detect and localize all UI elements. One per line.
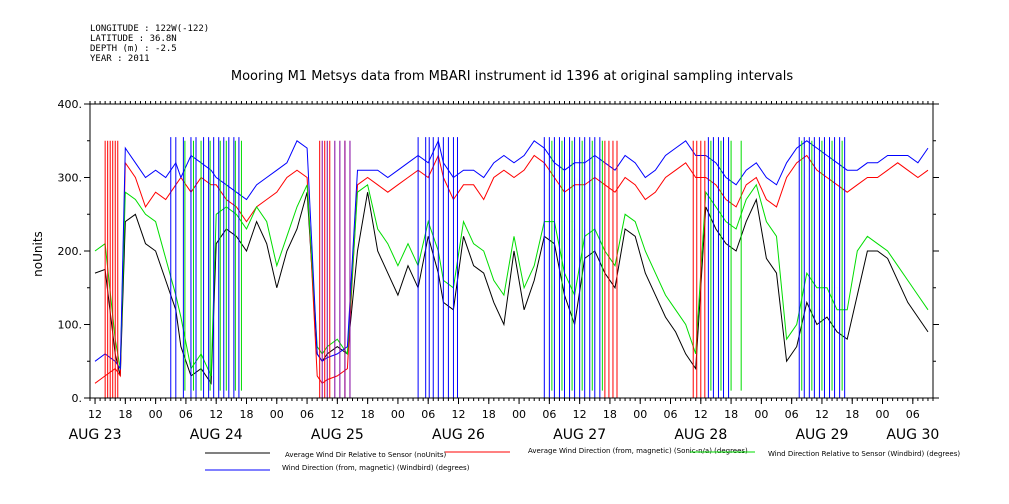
x-tick-label: 06: [421, 408, 435, 421]
x-tick-label: 00: [149, 408, 163, 421]
x-tick-label: 12: [330, 408, 344, 421]
x-tick-label: 00: [754, 408, 768, 421]
legend: Average Wind Dir Relative to Sensor (noU…: [205, 447, 960, 472]
x-tick-label: 12: [573, 408, 587, 421]
x-tick-label: 06: [906, 408, 920, 421]
legend-label-4: Wind Direction (from, magnetic) (Windbir…: [282, 464, 470, 472]
x-tick-label: 06: [300, 408, 314, 421]
year-text: YEAR : 2011: [90, 54, 150, 64]
x-tick-label: 18: [118, 408, 132, 421]
x-tick-label: 18: [482, 408, 496, 421]
x-tick-label: 18: [361, 408, 375, 421]
series-line-1: [94, 192, 929, 385]
x-tick-label: 18: [603, 408, 617, 421]
y-tick-label: 0.: [72, 392, 83, 405]
longitude-text: LONGITUDE : 122W(-122): [90, 24, 209, 34]
x-day-label: AUG 23: [69, 427, 122, 443]
y-tick-label: 100.: [58, 319, 83, 332]
series-line-3: [94, 183, 929, 377]
x-tick-label: 12: [88, 408, 102, 421]
x-tick-label: 12: [694, 408, 708, 421]
x-tick-label: 12: [209, 408, 223, 421]
x-tick-label: 00: [876, 408, 890, 421]
x-day-label: AUG 29: [795, 427, 848, 443]
plot-layer: [94, 137, 929, 398]
legend-label-3: Wind Direction Relative to Sensor (Windb…: [768, 450, 960, 458]
legend-label-2: Average Wind Direction (from, magnetic) …: [528, 447, 748, 455]
y-tick-label: 300.: [58, 172, 83, 185]
y-tick-label: 200.: [58, 245, 83, 258]
y-tick-label: 400.: [58, 98, 83, 111]
axis-layer: 0. 100. 200. 300. 400. 12 18 00 06 12 18 00 06 12 18 00…: [58, 98, 940, 443]
series-line-2: [94, 153, 929, 385]
x-tick-label: 00: [512, 408, 526, 421]
x-day-label: AUG 28: [674, 427, 727, 443]
x-day-label: AUG 27: [553, 427, 606, 443]
x-tick-label: 00: [270, 408, 284, 421]
x-day-label: AUG 25: [311, 427, 364, 443]
x-tick-label: 18: [724, 408, 738, 421]
x-tick-label: 06: [785, 408, 799, 421]
x-day-label: AUG 30: [886, 427, 939, 443]
legend-label-1: Average Wind Dir Relative to Sensor (noU…: [285, 451, 446, 459]
x-tick-label: 18: [239, 408, 253, 421]
latitude-text: LATITUDE : 36.8N: [90, 34, 177, 44]
x-day-label: AUG 26: [432, 427, 485, 443]
depth-text: DEPTH (m) : -2.5: [90, 44, 177, 54]
series-line-4: [94, 139, 929, 371]
x-tick-label: 18: [845, 408, 859, 421]
x-tick-label: 06: [179, 408, 193, 421]
x-day-label: AUG 24: [190, 427, 243, 443]
x-tick-label: 12: [815, 408, 829, 421]
y-axis-label: noUnits: [31, 231, 45, 277]
x-tick-label: 06: [542, 408, 556, 421]
x-tick-label: 00: [391, 408, 405, 421]
x-tick-label: 00: [633, 408, 647, 421]
chart-title: Mooring M1 Metsys data from MBARI instru…: [231, 69, 793, 84]
x-tick-label: 12: [451, 408, 465, 421]
x-tick-label: 06: [664, 408, 678, 421]
